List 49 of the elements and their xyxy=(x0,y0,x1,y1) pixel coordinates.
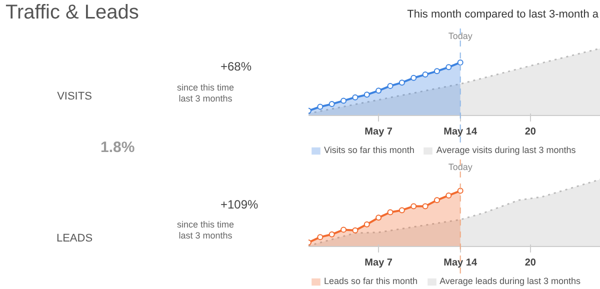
point xyxy=(352,227,358,234)
point xyxy=(434,68,440,74)
text: last 3 months xyxy=(178,230,233,240)
x-tick-label: 20 xyxy=(524,257,536,268)
point xyxy=(422,203,428,210)
x-tick-label: 20 xyxy=(524,126,536,138)
point xyxy=(376,88,382,94)
text: Traffic & Leads xyxy=(6,2,139,24)
point xyxy=(446,192,452,198)
point xyxy=(352,94,358,100)
x-tick-label: May 7 xyxy=(364,257,393,268)
point xyxy=(422,72,428,78)
text: This month compared to last 3-month a xyxy=(407,8,600,20)
ref-line-label: Today xyxy=(448,30,473,41)
point xyxy=(457,59,464,66)
legend-label: Average visits during last 3 months xyxy=(436,145,576,155)
text: since this time xyxy=(176,220,234,230)
legend-label: Average leads during last 3 months xyxy=(440,276,580,286)
text: +68% xyxy=(220,60,252,74)
ref-line-label: Today xyxy=(448,162,473,172)
legend-label: Leads so far this month xyxy=(324,276,418,286)
point xyxy=(398,80,405,86)
text: since this time xyxy=(176,82,234,92)
legend-label: Visits so far this month xyxy=(324,145,414,155)
point xyxy=(457,188,464,194)
text: +109% xyxy=(220,198,259,212)
point xyxy=(387,209,394,216)
x-tick-label: May 7 xyxy=(364,126,393,138)
x-tick-label: May 14 xyxy=(444,126,478,138)
point xyxy=(410,74,417,81)
text: last 3 months xyxy=(178,94,233,104)
text: VISITS xyxy=(57,90,92,102)
point xyxy=(317,104,324,110)
point xyxy=(446,64,452,70)
text: LEADS xyxy=(56,232,93,244)
x-tick-label: May 14 xyxy=(444,257,478,268)
point xyxy=(317,234,324,240)
point xyxy=(364,92,370,98)
point xyxy=(340,226,347,233)
point xyxy=(328,231,335,238)
point xyxy=(364,221,370,228)
point xyxy=(398,207,405,214)
point xyxy=(387,82,394,89)
point xyxy=(410,203,417,210)
text: 1.8% xyxy=(100,139,135,156)
point xyxy=(328,101,335,108)
point xyxy=(434,197,440,204)
point xyxy=(340,98,347,104)
point xyxy=(376,214,382,221)
